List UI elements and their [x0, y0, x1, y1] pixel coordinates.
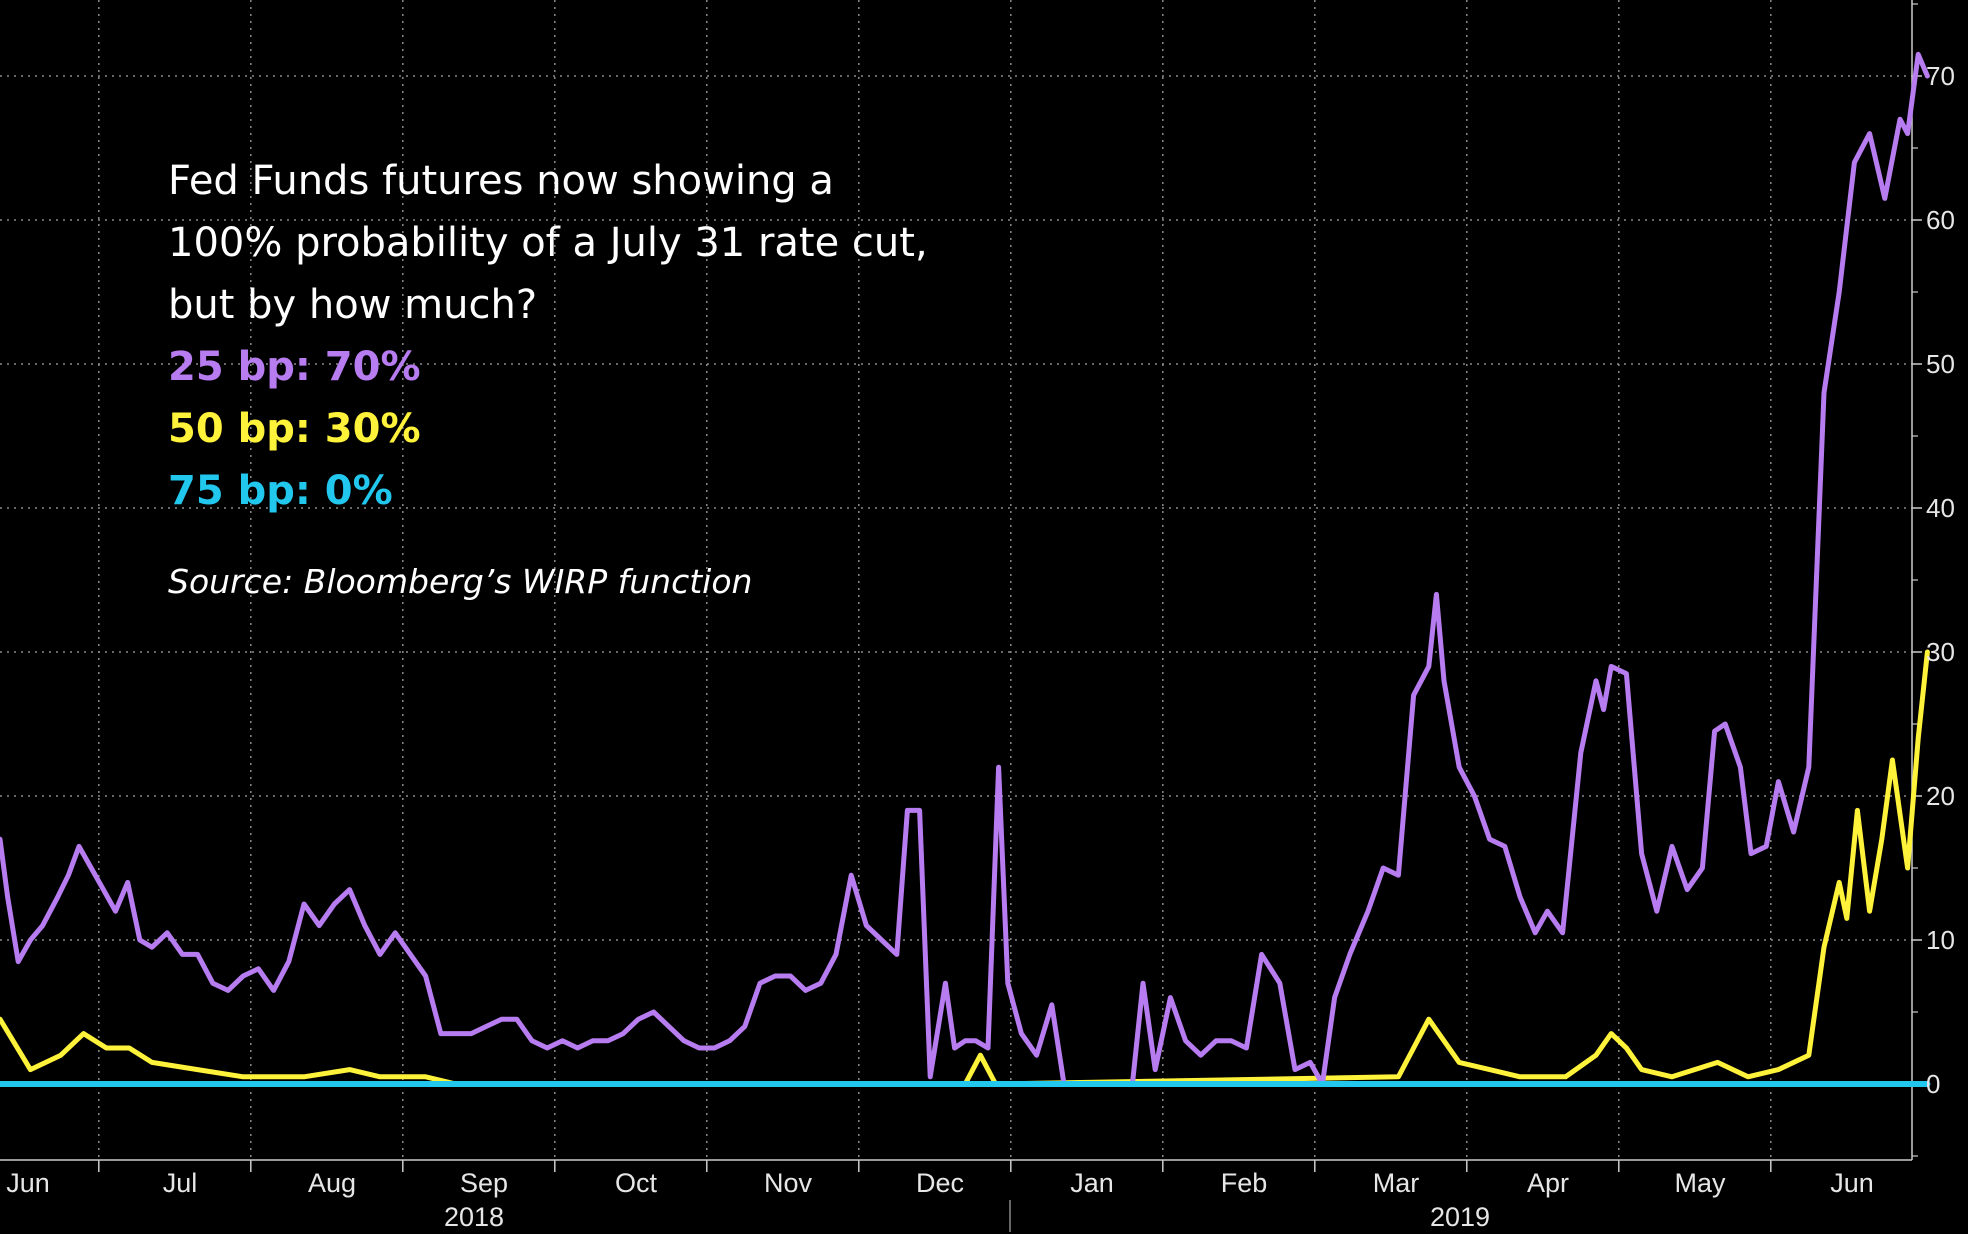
annotation-line-1: Fed Funds futures now showing a	[168, 158, 834, 204]
x-tick-label: Apr	[1527, 1168, 1569, 1198]
legend-25bp: 25 bp: 70%	[168, 344, 421, 390]
x-tick-label: May	[1674, 1168, 1726, 1198]
x-tick-label: Feb	[1221, 1168, 1268, 1198]
y-tick-label: 30	[1926, 637, 1955, 667]
x-tick-label: Nov	[764, 1168, 813, 1198]
y-tick-labels: 0 10 20 30 40 50 60 70	[1926, 61, 1955, 1099]
x-tick-label: Sep	[460, 1168, 508, 1198]
y-tick-label: 20	[1926, 781, 1955, 811]
series-line-25bp	[0, 51, 1930, 1087]
legend-50bp: 50 bp: 30%	[168, 406, 421, 452]
legend-75bp: 75 bp: 0%	[168, 468, 393, 514]
x-tick-labels: Jun Jul Aug Sep Oct Nov Dec Jan Feb Mar Apr May Jun 2…	[6, 1168, 1874, 1232]
series-lines	[0, 51, 1931, 1087]
x-tick-label: Jun	[6, 1168, 50, 1198]
annotation-box: Fed Funds futures now showing a 100% pro…	[168, 150, 928, 601]
x-tick-label: Dec	[916, 1168, 964, 1198]
x-tick-label: Jan	[1070, 1168, 1114, 1198]
y-tick-label: 60	[1926, 205, 1955, 235]
x-tick-label: Jul	[163, 1168, 198, 1198]
y-tick-label: 10	[1926, 925, 1955, 955]
x-tick-label: Jun	[1830, 1168, 1874, 1198]
y-tick-label: 50	[1926, 349, 1955, 379]
axes	[0, 0, 1922, 1232]
x-tick-label: Aug	[308, 1168, 356, 1198]
year-label-2018: 2018	[444, 1202, 504, 1232]
y-tick-label: 70	[1926, 61, 1955, 91]
gridlines	[0, 0, 1912, 1160]
x-tick-label: Mar	[1373, 1168, 1420, 1198]
annotation-line-3: but by how much?	[168, 282, 538, 328]
year-label-2019: 2019	[1430, 1202, 1490, 1232]
x-tick-label: Oct	[615, 1168, 658, 1198]
annotation-line-2: 100% probability of a July 31 rate cut,	[168, 220, 928, 266]
y-tick-label: 40	[1926, 493, 1955, 523]
series-line-50bp	[0, 649, 1930, 1087]
source-note: Source: Bloomberg’s WIRP function	[168, 562, 753, 601]
y-tick-label: 0	[1926, 1069, 1940, 1099]
